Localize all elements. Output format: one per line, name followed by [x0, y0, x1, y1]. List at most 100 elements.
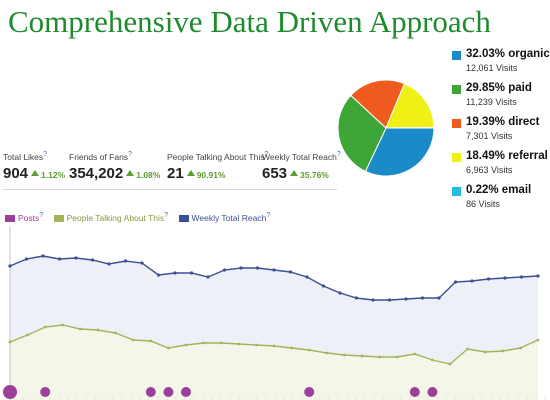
reach-line-point[interactable] — [338, 291, 342, 295]
reach-line-point[interactable] — [453, 280, 458, 284]
talking-line-point[interactable] — [519, 346, 522, 350]
reach-line-point[interactable] — [519, 275, 524, 279]
reach-line-point[interactable] — [503, 276, 507, 280]
talking-line-point[interactable] — [413, 352, 417, 356]
post-marker[interactable] — [145, 387, 156, 397]
reach-line-point[interactable] — [8, 264, 12, 268]
legend-item-organic[interactable]: 32.03% organic 12,061 Visits — [452, 48, 550, 82]
legend-visits: 11,239 Visits — [466, 97, 517, 107]
up-arrow-icon — [31, 169, 40, 176]
reach-line-point[interactable] — [536, 274, 540, 278]
talking-line-point[interactable] — [26, 333, 29, 337]
reach-line-point[interactable] — [387, 298, 392, 302]
talking-line-point[interactable] — [61, 323, 65, 327]
talking-line-point[interactable] — [237, 342, 241, 346]
help-icon[interactable]: ? — [164, 212, 169, 220]
reach-line-point[interactable] — [57, 257, 62, 261]
toggle-posts[interactable]: Posts? — [5, 212, 43, 223]
talking-line-point[interactable] — [395, 355, 399, 359]
reach-line-point[interactable] — [123, 259, 128, 263]
reach-line-point[interactable] — [255, 266, 260, 270]
talking-line-point[interactable] — [448, 362, 452, 366]
reach-line-point[interactable] — [24, 257, 29, 261]
reach-line-point[interactable] — [173, 271, 177, 275]
legend-item-referral[interactable]: 18.49% referral 6,963 Visits — [452, 150, 548, 184]
talking-line-point[interactable] — [307, 348, 311, 352]
talking-line-point[interactable] — [536, 338, 540, 342]
reach-line-point[interactable] — [156, 273, 161, 277]
talking-line-point[interactable] — [114, 331, 117, 335]
pie-slice-direct[interactable] — [350, 79, 406, 129]
legend-item-direct[interactable]: 19.39% direct 7,301 Visits — [452, 116, 548, 150]
reach-line-point[interactable] — [420, 296, 425, 300]
metric-value: 354,202 — [69, 164, 124, 182]
reach-line-point[interactable] — [470, 279, 474, 283]
post-marker[interactable] — [3, 385, 17, 399]
help-icon[interactable]: ? — [43, 151, 48, 158]
reach-line-point[interactable] — [404, 297, 408, 301]
reach-line-point[interactable] — [140, 261, 144, 265]
pie-slice-organic[interactable] — [364, 127, 435, 177]
reach-line-point[interactable] — [272, 268, 276, 272]
talking-line-point[interactable] — [431, 358, 434, 362]
talking-line-point[interactable] — [131, 338, 135, 342]
metric-weekly-reach: Weekly Total Reach? 653 35.76% — [262, 151, 341, 183]
reach-line-point[interactable] — [486, 277, 491, 281]
talking-line-point[interactable] — [360, 354, 364, 358]
talking-line-point[interactable] — [378, 355, 381, 359]
post-marker[interactable] — [427, 387, 438, 397]
reach-line-point[interactable] — [107, 262, 111, 266]
reach-line-point[interactable] — [222, 268, 227, 272]
reach-line-point[interactable] — [321, 284, 326, 288]
help-icon[interactable]: ? — [266, 212, 271, 220]
help-icon[interactable]: ? — [336, 151, 341, 158]
reach-line-point[interactable] — [371, 298, 375, 302]
reach-line-point[interactable] — [206, 275, 210, 279]
legend-visits: 6,963 Visits — [466, 165, 513, 175]
pie-slice-email[interactable] — [385, 126, 435, 129]
talking-line-point[interactable] — [501, 349, 505, 353]
toggle-weekly-reach[interactable]: Weekly Total Reach? — [178, 212, 271, 223]
pie-slice-paid[interactable] — [337, 94, 387, 173]
help-icon[interactable]: ? — [128, 151, 132, 158]
toggle-people-talking[interactable]: People Talking About This? — [53, 212, 169, 223]
talking-line-point[interactable] — [343, 353, 346, 357]
post-marker[interactable] — [304, 387, 315, 397]
reach-line-point[interactable] — [305, 275, 309, 279]
talking-line-point[interactable] — [149, 339, 153, 343]
talking-line-point[interactable] — [8, 340, 12, 344]
talking-line-point[interactable] — [255, 343, 258, 347]
metric-label: Weekly Total Reach — [262, 151, 337, 162]
reach-line-point[interactable] — [437, 296, 441, 300]
talking-line-point[interactable] — [272, 344, 276, 348]
talking-line-point[interactable] — [325, 351, 329, 355]
reach-line-point[interactable] — [354, 296, 359, 300]
legend-item-paid[interactable]: 29.85% paid 11,239 Visits — [452, 82, 548, 116]
help-icon[interactable]: ? — [39, 212, 44, 220]
reach-line-point[interactable] — [41, 254, 45, 258]
talking-line-point[interactable] — [96, 328, 100, 332]
reach-line-point[interactable] — [239, 266, 243, 270]
talking-line-point[interactable] — [483, 350, 487, 354]
talking-line-point[interactable] — [219, 341, 223, 345]
reach-line-point[interactable] — [90, 258, 95, 262]
pie-slice-referral[interactable] — [385, 83, 435, 129]
talking-line-point[interactable] — [290, 346, 293, 350]
legend-item-email[interactable]: 0.22% email 86 Visits — [452, 184, 548, 218]
talking-line-point[interactable] — [466, 347, 469, 351]
help-icon[interactable]: ? — [264, 151, 269, 158]
talking-line-point[interactable] — [79, 327, 82, 331]
talking-line-point[interactable] — [167, 346, 170, 350]
reach-line-point[interactable] — [74, 256, 78, 260]
series-swatch-posts — [5, 215, 15, 223]
legend-swatch-email — [452, 187, 461, 196]
reach-line-point[interactable] — [189, 271, 194, 275]
post-marker[interactable] — [181, 387, 191, 397]
post-marker[interactable] — [409, 387, 420, 397]
talking-line-point[interactable] — [202, 341, 206, 345]
post-marker[interactable] — [163, 387, 174, 397]
post-marker[interactable] — [40, 387, 51, 397]
reach-line-point[interactable] — [288, 270, 293, 274]
talking-line-point[interactable] — [184, 343, 188, 347]
talking-line-point[interactable] — [43, 325, 47, 329]
